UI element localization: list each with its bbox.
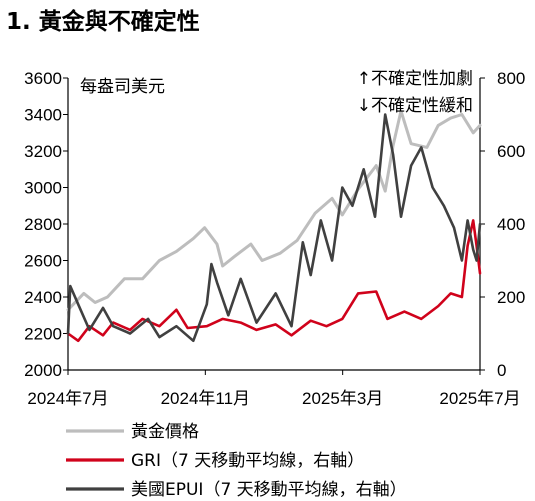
left-axis-ticks: 3600 3400 3200 3000 2800 2600 2400 2200 2000	[24, 69, 68, 380]
chart-title: 1. 黃金與不確定性	[6, 9, 200, 35]
epui-legend-label: 美國EPUI（7 天移動平均線，右軸）	[131, 480, 407, 500]
left-tick-label: 2200	[24, 325, 62, 344]
annotation-up: ↑不確定性加劇	[357, 69, 473, 89]
left-tick-label: 2000	[24, 361, 62, 380]
right-tick-label: 200	[497, 288, 525, 307]
left-tick-label: 2600	[24, 252, 62, 271]
x-tick-label: 2024年7月	[27, 389, 108, 408]
gri-series-line	[66, 219, 482, 343]
x-tick-label: 2025年7月	[439, 389, 520, 408]
left-axis-unit-label: 每盎司美元	[80, 77, 165, 97]
gold-legend-label: 黃金價格	[131, 422, 199, 442]
left-tick-label: 3400	[24, 106, 62, 125]
left-tick-label: 2800	[24, 215, 62, 234]
x-axis-ticks: 2024年7月 2024年11月 2025年3月 2025年7月	[27, 370, 521, 408]
x-tick-label: 2024年11月	[161, 389, 250, 408]
left-tick-label: 3200	[24, 142, 62, 161]
series-group	[66, 109, 482, 343]
right-tick-label: 0	[497, 361, 506, 380]
epui-series-line	[66, 113, 482, 343]
left-tick-label: 2400	[24, 288, 62, 307]
annotation-down: ↓不確定性緩和	[357, 96, 473, 116]
right-axis-ticks: 800 600 400 200 0	[480, 69, 525, 380]
gold-series-line	[66, 109, 482, 312]
right-tick-label: 400	[497, 215, 525, 234]
x-tick-label: 2025年3月	[302, 389, 383, 408]
legend: 黃金價格 GRI（7 天移動平均線，右軸） 美國EPUI（7 天移動平均線，右軸）	[66, 422, 407, 500]
gri-legend-label: GRI（7 天移動平均線，右軸）	[131, 451, 364, 471]
right-tick-label: 600	[497, 142, 525, 161]
right-tick-label: 800	[497, 69, 525, 88]
left-tick-label: 3600	[24, 69, 62, 88]
left-tick-label: 3000	[24, 179, 62, 198]
